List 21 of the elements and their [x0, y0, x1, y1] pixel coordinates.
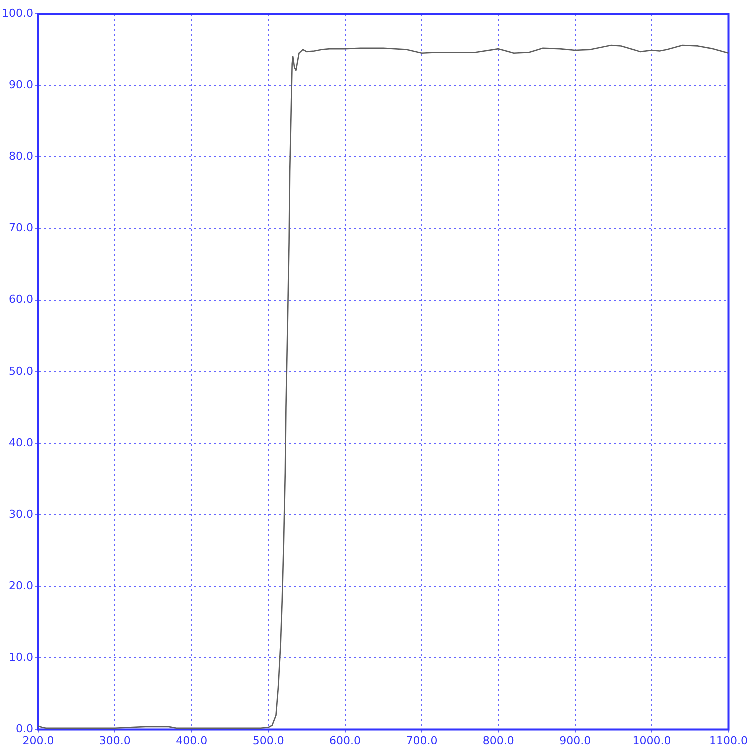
x-tick-label: 900.0: [560, 734, 592, 748]
y-tick-label: 80.0: [8, 150, 34, 164]
y-tick-label: 60.0: [8, 293, 34, 306]
y-tick-label: 30.0: [8, 508, 34, 521]
x-tick-label: 600.0: [330, 734, 362, 748]
x-tick-label: 200.0: [22, 734, 54, 748]
x-tick-label: 400.0: [176, 734, 208, 748]
y-tick-label: 10.0: [8, 651, 34, 664]
x-tick-label: 1100.0: [710, 734, 748, 748]
y-tick-label: 50.0: [8, 364, 34, 378]
y-tick-label: 40.0: [8, 436, 34, 450]
x-tick-label: 500.0: [252, 734, 284, 748]
x-tick-label: 800.0: [482, 734, 514, 748]
x-tick-label: 1000.0: [632, 734, 672, 748]
y-tick-label: 0.0: [16, 722, 34, 736]
y-tick-label: 90.0: [8, 78, 34, 92]
y-tick-label: 100.0: [2, 6, 34, 20]
x-tick-label: 700.0: [406, 734, 438, 748]
y-tick-label: 70.0: [8, 222, 34, 235]
x-tick-label: 300.0: [99, 734, 131, 748]
y-tick-label: 20.0: [8, 580, 34, 592]
